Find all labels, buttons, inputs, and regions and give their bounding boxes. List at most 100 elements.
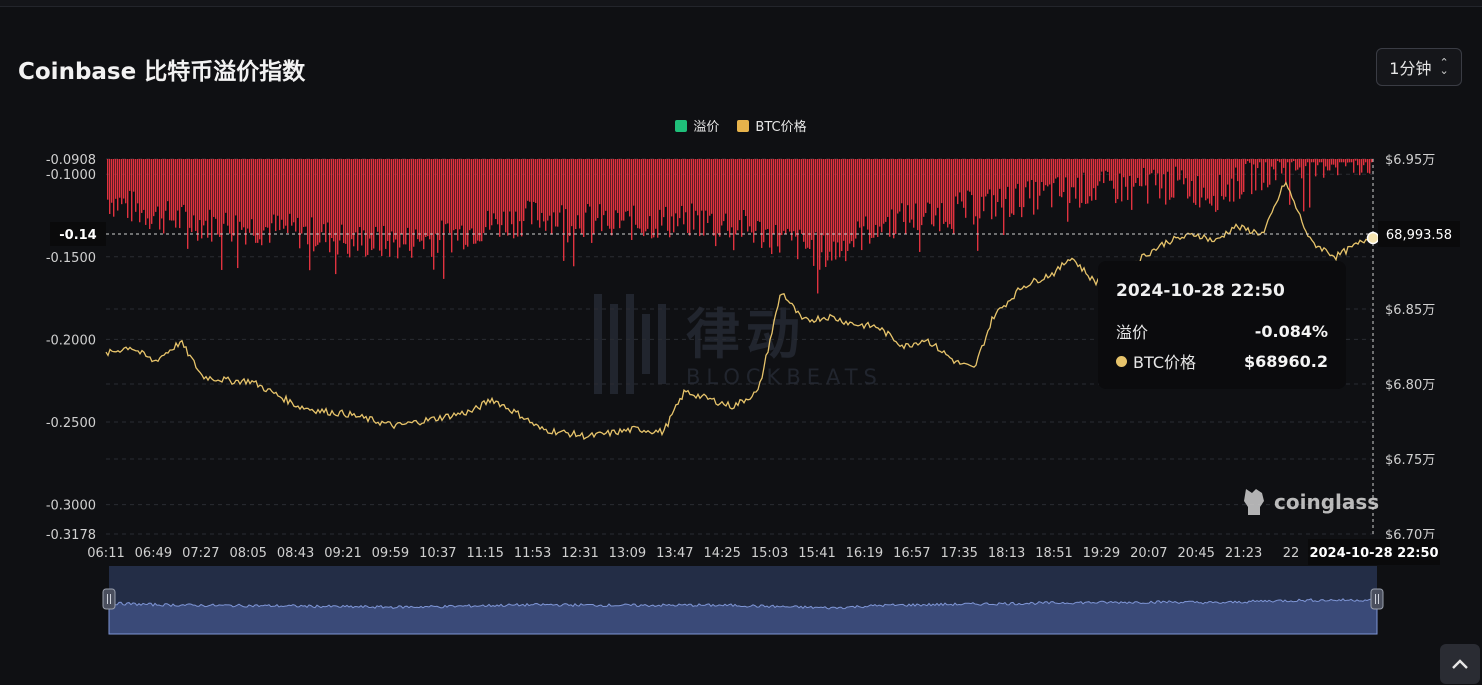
premium-bar — [413, 159, 415, 247]
premium-bar — [283, 159, 285, 229]
premium-bar — [835, 159, 837, 260]
premium-bar — [1225, 159, 1227, 197]
premium-bar — [1117, 159, 1119, 200]
premium-bar — [167, 159, 169, 202]
x-tick-label: 11:15 — [466, 546, 503, 561]
premium-bar — [615, 159, 617, 211]
chart-tooltip: 2024-10-28 22:50 溢价 -0.084% BTC价格 $68960… — [1098, 261, 1346, 389]
premium-bar — [505, 159, 507, 233]
premium-bar — [259, 159, 261, 240]
legend-item-premium[interactable]: 溢价 — [675, 116, 719, 135]
premium-bar — [861, 159, 863, 251]
premium-bar — [1049, 159, 1051, 185]
premium-bar — [661, 159, 663, 226]
premium-bar — [923, 159, 925, 217]
premium-bar — [1003, 159, 1005, 235]
watermark-text-big: 律动 — [686, 303, 806, 366]
premium-bar — [675, 159, 677, 214]
x-tick-label: 13:09 — [609, 546, 646, 561]
premium-bar — [1047, 159, 1049, 187]
premium-bar — [771, 159, 773, 255]
premium-bar — [121, 159, 123, 205]
premium-bar — [1333, 159, 1335, 165]
premium-bar — [291, 159, 293, 226]
premium-bar — [185, 159, 187, 212]
premium-bar — [289, 159, 291, 214]
premium-bar — [1299, 159, 1301, 168]
premium-bar — [271, 159, 273, 224]
x-tick-label: 16:19 — [846, 546, 883, 561]
premium-bar — [947, 159, 949, 228]
premium-bar — [221, 159, 223, 270]
premium-bar — [795, 159, 797, 237]
premium-bar — [1179, 159, 1181, 180]
legend-item-price[interactable]: BTC价格 — [737, 116, 807, 135]
premium-bar — [995, 159, 997, 217]
premium-bar — [401, 159, 403, 234]
premium-bar — [967, 159, 969, 191]
premium-bar — [1061, 159, 1063, 198]
premium-bar — [1195, 159, 1197, 205]
premium-bar — [1011, 159, 1013, 214]
premium-bar — [445, 159, 447, 225]
premium-bar — [385, 159, 387, 249]
interval-select[interactable]: 1分钟 ⌃ ⌄ — [1376, 48, 1462, 86]
premium-bar — [525, 159, 527, 209]
premium-bar — [199, 159, 201, 221]
premium-bar — [313, 159, 315, 252]
premium-bar — [741, 159, 743, 237]
premium-bar — [1151, 159, 1153, 174]
premium-bar — [949, 159, 951, 225]
scroll-to-top-button[interactable] — [1440, 644, 1480, 684]
premium-bar — [657, 159, 659, 238]
premium-bar — [205, 159, 207, 221]
premium-bar — [245, 159, 247, 245]
premium-bar — [501, 159, 503, 226]
premium-bar — [595, 159, 597, 221]
navigator-handle-right[interactable] — [1370, 588, 1384, 610]
premium-bar — [1261, 159, 1263, 191]
premium-bar — [783, 159, 785, 231]
navigator-handle-left[interactable] — [102, 588, 116, 610]
premium-bar — [719, 159, 721, 237]
premium-bar — [575, 159, 577, 230]
premium-bar — [297, 159, 299, 218]
premium-bar — [1305, 159, 1307, 167]
premium-bar — [641, 159, 643, 233]
premium-bar — [1153, 159, 1155, 170]
premium-bar — [1367, 159, 1369, 173]
premium-bar — [817, 159, 819, 294]
premium-bar — [137, 159, 139, 204]
premium-bar — [1359, 159, 1361, 176]
premium-bar — [335, 159, 337, 275]
premium-bar — [781, 159, 783, 236]
premium-bar — [1237, 159, 1239, 182]
x-tick-label: 17:35 — [940, 546, 977, 561]
premium-bar — [611, 159, 613, 236]
premium-bar — [1255, 159, 1257, 191]
premium-bar — [345, 159, 347, 244]
premium-bar — [1029, 159, 1031, 199]
premium-bar — [745, 159, 747, 217]
premium-bar — [1285, 159, 1287, 183]
premium-bar — [1039, 159, 1041, 196]
premium-bar — [539, 159, 541, 228]
premium-bar — [1201, 159, 1203, 198]
premium-bar — [821, 159, 823, 253]
premium-bar — [775, 159, 777, 225]
premium-bar — [1301, 159, 1303, 179]
premium-bar — [723, 159, 725, 222]
premium-bar — [431, 159, 433, 257]
premium-bar — [229, 159, 231, 234]
premium-bar — [477, 159, 479, 241]
x-tick-label: 09:21 — [324, 546, 361, 561]
premium-bar — [1141, 159, 1143, 187]
premium-bar — [839, 159, 841, 258]
coinglass-brand: coinglass — [1240, 487, 1379, 517]
premium-bar — [1077, 159, 1079, 178]
premium-bar — [325, 159, 327, 243]
premium-bar — [1227, 159, 1229, 185]
premium-bar — [197, 159, 199, 241]
premium-bar — [1355, 159, 1357, 161]
